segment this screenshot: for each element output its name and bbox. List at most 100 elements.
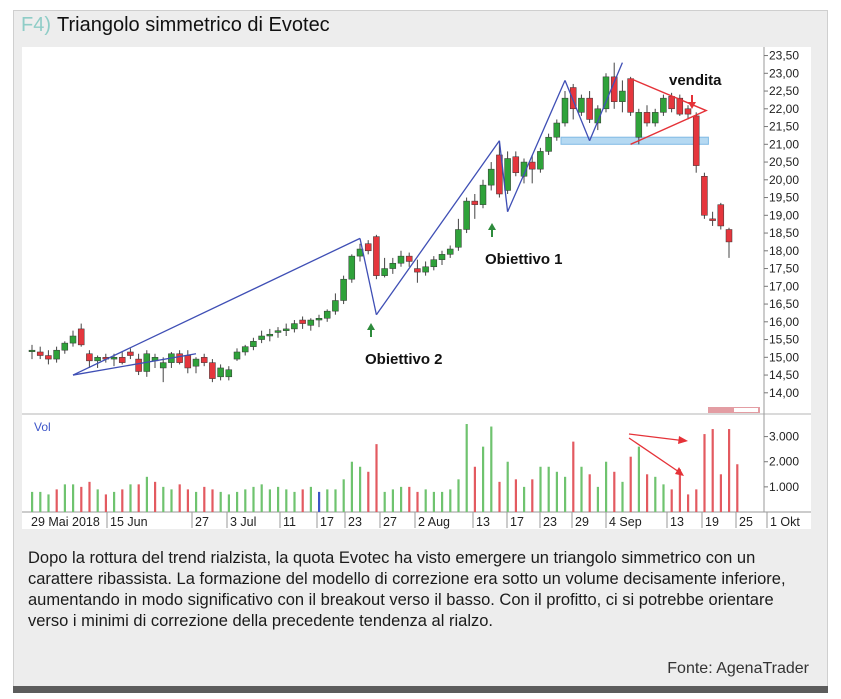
candle-body xyxy=(651,112,659,124)
candle-body xyxy=(332,300,339,312)
candle-body xyxy=(184,355,192,369)
candle-body xyxy=(28,349,36,352)
candle-body xyxy=(504,158,511,191)
volume-bar xyxy=(719,474,722,512)
volume-bar xyxy=(96,489,99,512)
candle xyxy=(627,76,634,116)
candle xyxy=(28,344,36,360)
candle-body xyxy=(373,236,380,276)
time-tick-label: 27 xyxy=(195,515,209,529)
candle xyxy=(53,346,60,363)
candle xyxy=(176,350,183,365)
price-axis: 14,00 14,50 15,00 15,50 16,00 16,50 17,00 17,50… xyxy=(764,49,799,400)
candle-body xyxy=(200,357,208,363)
volume-bar xyxy=(449,489,452,512)
candle-body xyxy=(94,357,101,362)
candle xyxy=(94,355,101,368)
volume-bar xyxy=(309,486,312,512)
candle xyxy=(528,154,536,184)
figure-title-text: Triangolo simmetrico di Evotec xyxy=(57,14,330,36)
candle-body xyxy=(61,342,69,351)
candle xyxy=(241,344,249,356)
volume-bar xyxy=(285,489,288,512)
volume-bar xyxy=(424,489,427,512)
volume-tick-label: 2.000 xyxy=(769,455,799,469)
candle-body xyxy=(323,310,331,319)
candle xyxy=(381,257,388,278)
volume-bar xyxy=(637,446,640,512)
candle-body xyxy=(553,122,561,138)
candle-body xyxy=(578,97,585,113)
candle xyxy=(159,357,167,383)
time-tick-label: 19 xyxy=(705,515,719,529)
chart-background xyxy=(22,47,811,529)
candle-body xyxy=(192,358,200,367)
volume-bar xyxy=(621,481,624,512)
time-tick-label: 15 Jun xyxy=(110,515,148,529)
candle-body xyxy=(77,328,85,346)
candle xyxy=(676,94,684,116)
candle xyxy=(586,91,593,123)
candle-body xyxy=(250,341,257,347)
volume-bar xyxy=(572,441,575,512)
candle-body xyxy=(479,184,487,205)
volume-bar xyxy=(687,494,690,512)
volume-bar xyxy=(736,464,739,512)
volume-bar xyxy=(613,471,616,512)
candle xyxy=(660,94,667,116)
candle-body xyxy=(430,259,438,268)
volume-bar xyxy=(318,491,321,512)
time-tick-label: 3 Jul xyxy=(230,515,256,529)
candle xyxy=(438,250,446,265)
candle-body xyxy=(496,154,503,195)
volume-annotation-arrowhead-upper xyxy=(678,436,688,444)
volume-bar xyxy=(104,494,107,512)
volume-bar xyxy=(646,474,649,512)
volume-bar xyxy=(342,479,345,512)
candle-body xyxy=(471,200,479,205)
candle xyxy=(274,327,282,338)
volume-bar xyxy=(498,481,501,512)
support-zone-rect xyxy=(560,136,709,145)
volume-bar xyxy=(367,471,370,512)
candle-body xyxy=(266,333,274,337)
volume-bar xyxy=(113,491,116,512)
price-tick-label: 18,00 xyxy=(769,244,799,258)
volume-bar xyxy=(375,444,378,512)
candle-body xyxy=(561,97,569,124)
volume-bar xyxy=(236,491,239,512)
figure-source: Fonte: AgenaTrader xyxy=(667,660,809,677)
triangle-pattern xyxy=(630,77,708,145)
volume-bar xyxy=(711,429,714,512)
time-tick-label: 17 xyxy=(510,515,524,529)
candle-body xyxy=(274,330,282,333)
volume-bar xyxy=(703,434,706,512)
volume-bar xyxy=(252,486,255,512)
price-tick-label: 21,50 xyxy=(769,120,799,134)
price-tick-label: 17,00 xyxy=(769,279,799,293)
volume-bar xyxy=(72,484,75,512)
volume-bar xyxy=(63,484,66,512)
volume-label: Vol xyxy=(34,420,51,434)
candle xyxy=(61,341,69,354)
volume-bar xyxy=(334,489,337,512)
volume-bar xyxy=(531,479,534,512)
candle xyxy=(717,202,725,230)
volume-bar xyxy=(39,491,42,512)
candle-body xyxy=(643,112,651,124)
volume-bar xyxy=(170,489,173,512)
price-tick-label: 23,00 xyxy=(769,66,799,80)
candle-body xyxy=(45,355,52,360)
volume-bar xyxy=(654,476,657,512)
candle xyxy=(725,227,733,258)
candle-body xyxy=(225,369,233,378)
price-tick-label: 21,00 xyxy=(769,137,799,151)
candle-body xyxy=(69,335,77,344)
candle-body xyxy=(676,97,684,115)
candle-body xyxy=(717,204,725,227)
candle-body xyxy=(545,136,552,152)
volume-bar xyxy=(186,489,189,512)
candle xyxy=(504,151,511,194)
candle xyxy=(340,275,347,305)
volume-axis: 1.000 2.000 3.000 xyxy=(764,430,799,494)
